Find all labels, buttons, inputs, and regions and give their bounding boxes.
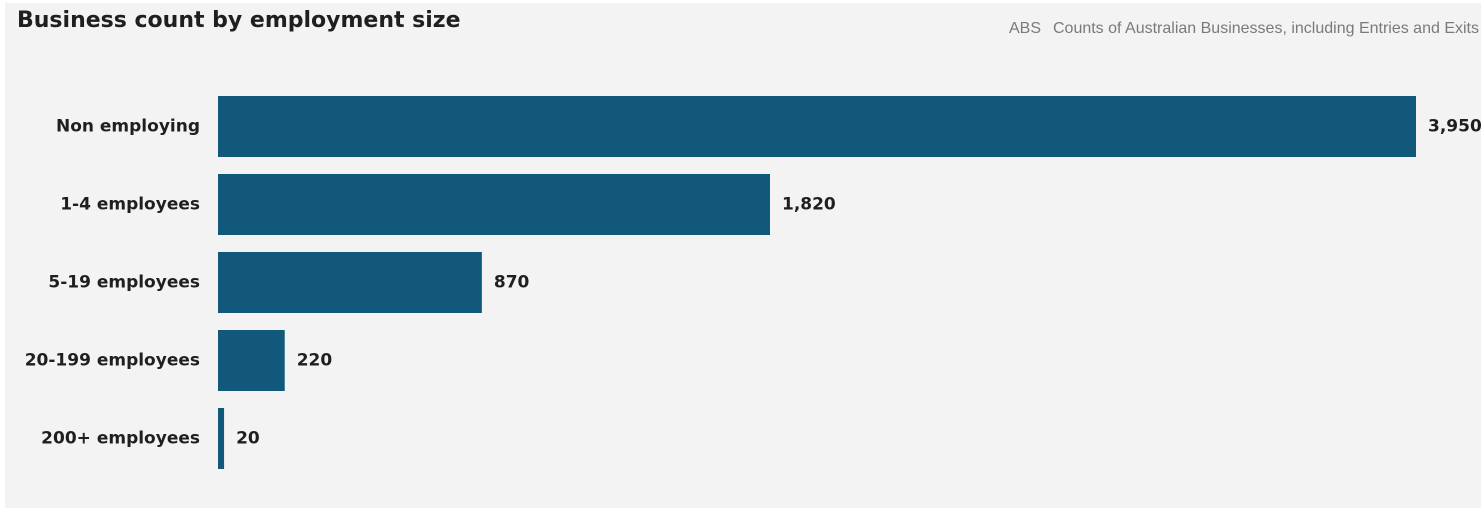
category-label: 5-19 employees [48, 273, 200, 293]
value-label: 1,820 [782, 195, 836, 215]
category-label: 1-4 employees [60, 195, 200, 215]
value-label: 3,950 [1428, 117, 1481, 137]
value-label: 870 [494, 273, 530, 293]
source-detail: Counts of Australian Businesses, includi… [1052, 20, 1479, 37]
chart-title: Business count by employment size [17, 8, 461, 33]
category-label: Non employing [56, 117, 200, 137]
value-label: 220 [297, 351, 333, 371]
bar [218, 174, 770, 235]
bar [218, 408, 225, 469]
bar [218, 96, 1416, 157]
bar [218, 330, 285, 391]
source-attribution: ABS Counts of Australian Businesses, incl… [1009, 20, 1479, 38]
bar [218, 252, 482, 313]
source-name: ABS [1008, 20, 1041, 37]
category-label: 200+ employees [41, 429, 200, 449]
category-label: 20-199 employees [25, 351, 200, 371]
value-label: 20 [236, 429, 260, 449]
